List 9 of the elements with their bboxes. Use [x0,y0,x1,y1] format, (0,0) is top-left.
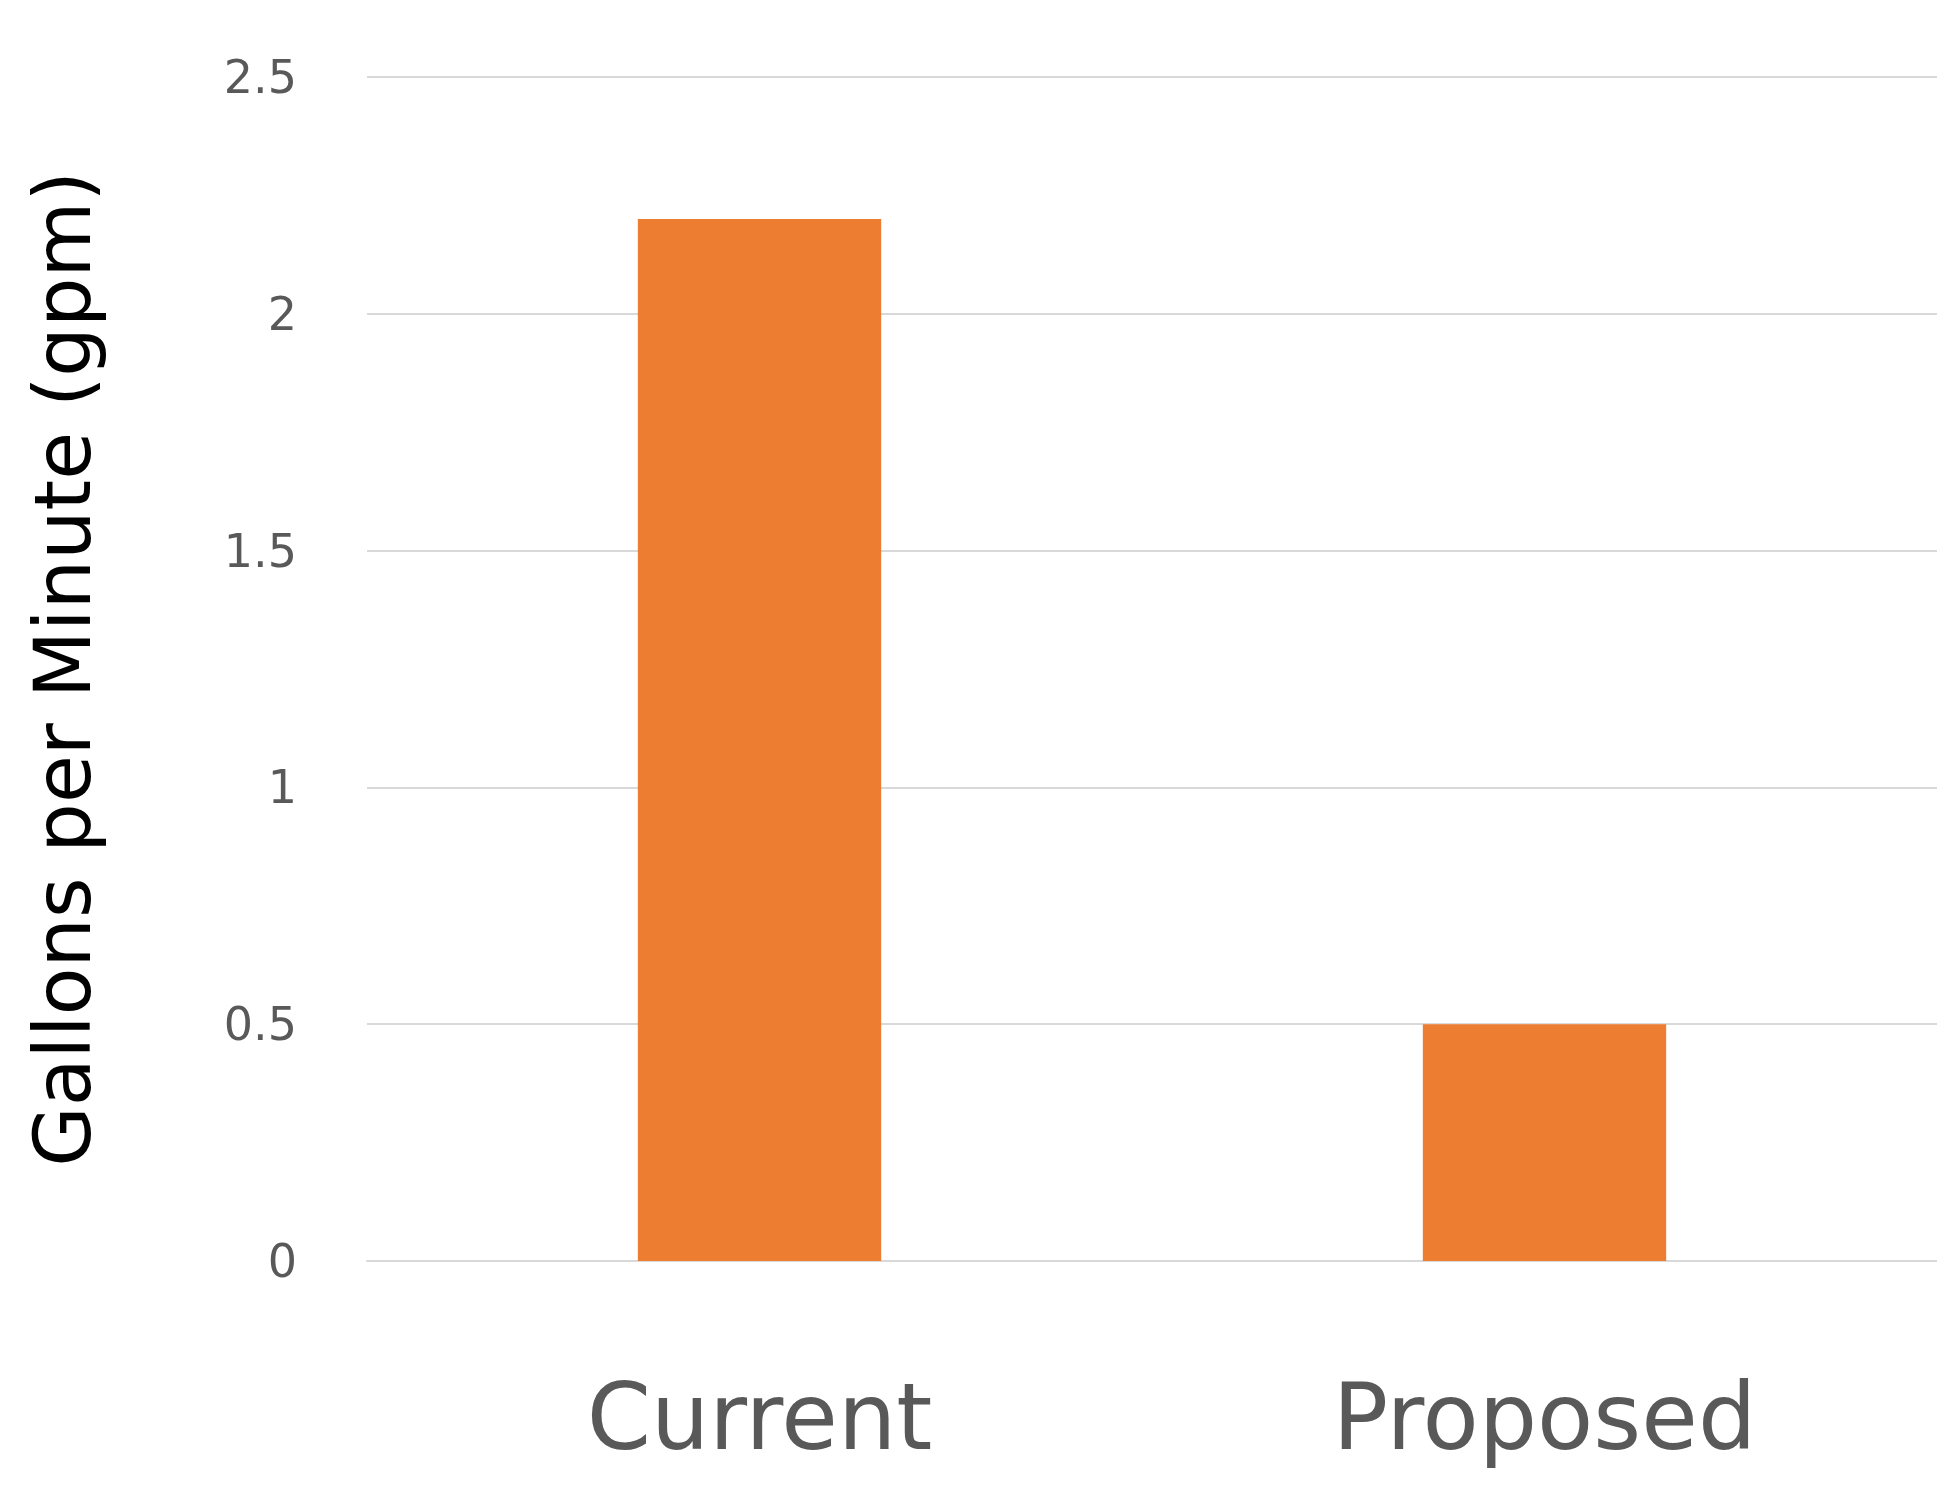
y-tick-label: 1.5 [223,523,297,578]
y-tick-label: 0 [267,1234,297,1288]
y-axis-title: Gallons per Minute (gpm) [18,171,108,1167]
x-tick-label: Current [586,1363,933,1471]
y-tick-label: 0.5 [223,997,297,1052]
y-tick-label: 2 [267,286,297,341]
y-tick-label: 2.5 [223,50,297,104]
x-tick-label: Proposed [1332,1363,1757,1471]
y-tick-label: 1 [267,760,297,815]
